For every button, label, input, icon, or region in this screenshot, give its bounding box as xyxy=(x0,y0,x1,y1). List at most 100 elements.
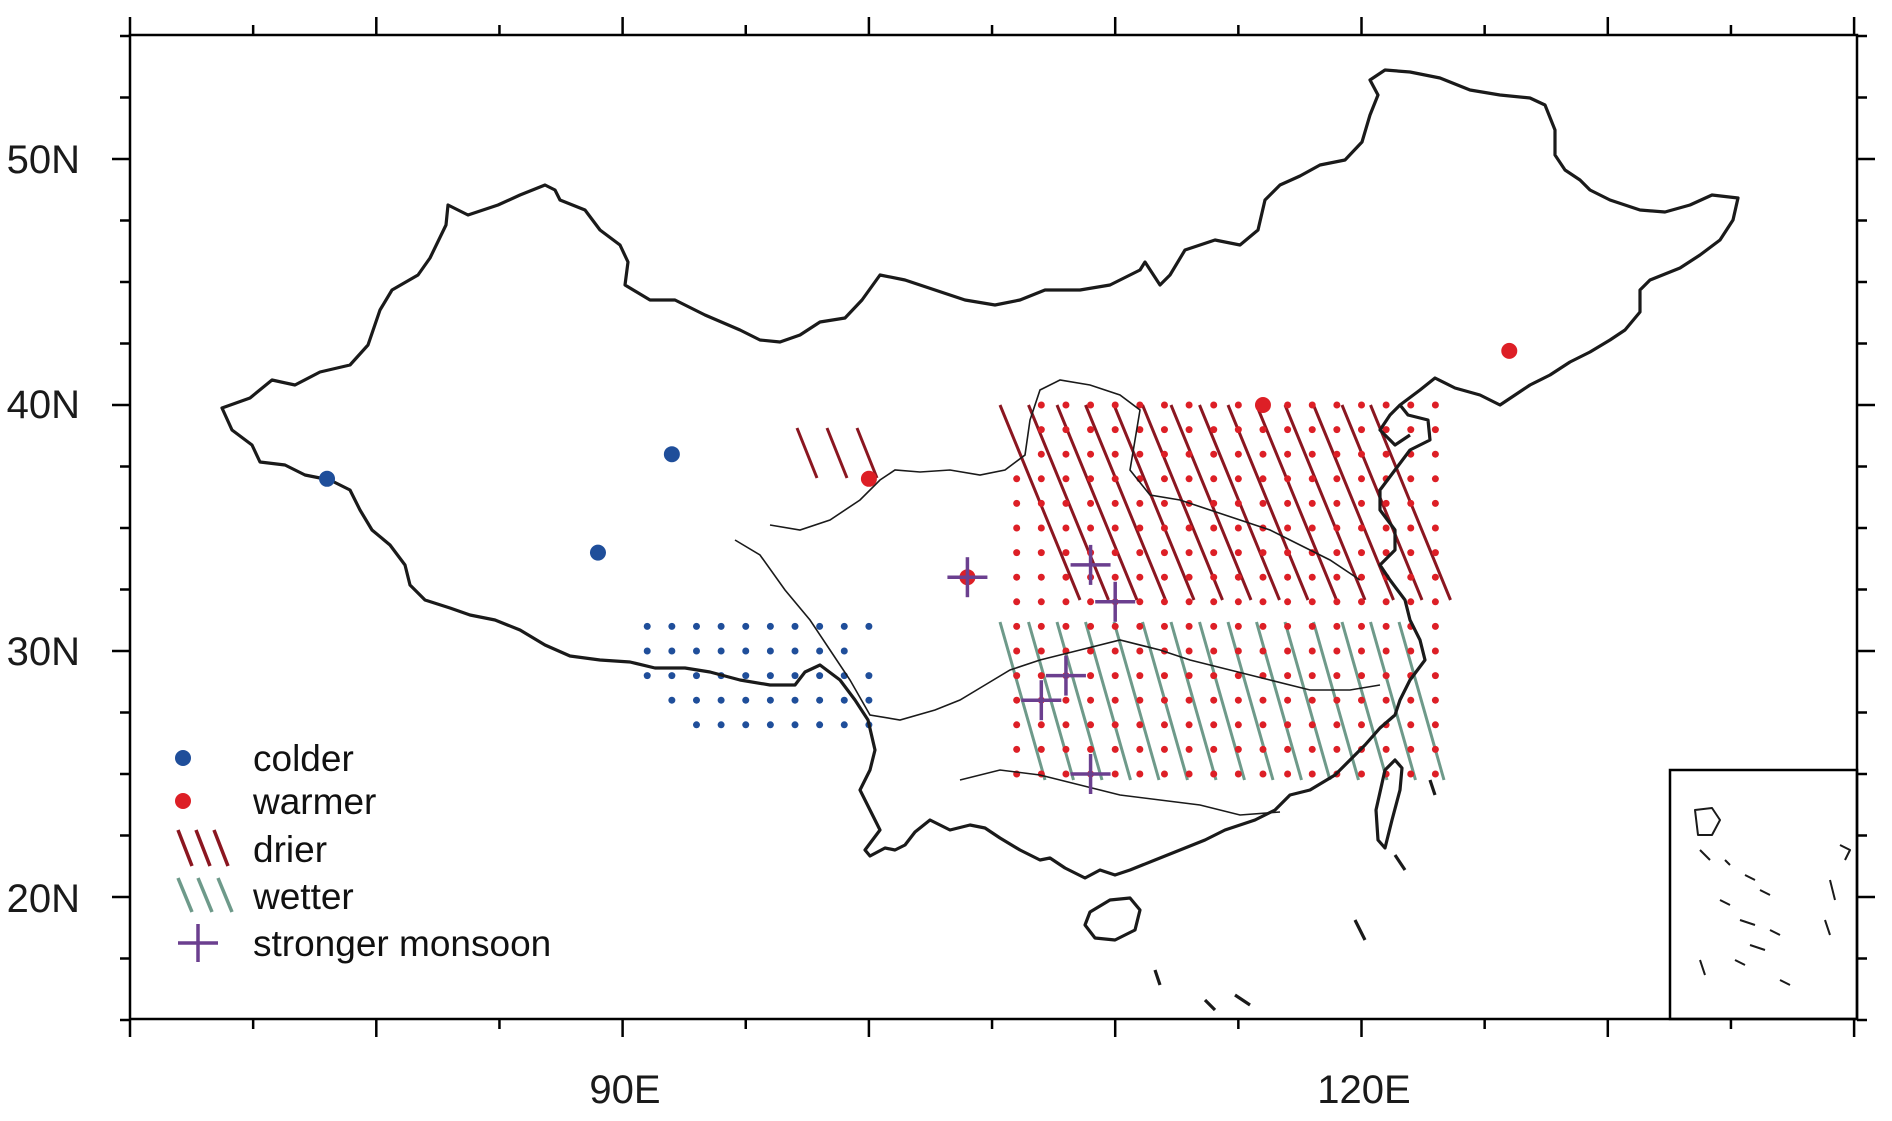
warmer-stipple xyxy=(1259,745,1267,753)
colder-stipple xyxy=(742,696,750,704)
drier-hatch-line xyxy=(1003,600,1063,620)
warmer-stipple xyxy=(1234,549,1242,557)
warmer-stipple xyxy=(1407,745,1415,753)
warmer-stipple xyxy=(1210,696,1218,704)
warmer-stipple xyxy=(1087,524,1095,532)
warmer-stipple xyxy=(1087,647,1095,655)
warmer-stipple xyxy=(1111,745,1119,753)
warmer-stipple xyxy=(1431,696,1439,704)
warmer-stipple xyxy=(1333,401,1341,409)
warmer-stipple xyxy=(1210,524,1218,532)
warmer-stipple xyxy=(1013,499,1021,507)
warmer-stipple xyxy=(1136,549,1144,557)
warmer-stipple xyxy=(1160,622,1168,630)
warmer-stipple xyxy=(1160,672,1168,680)
warmer-stipple xyxy=(1431,647,1439,655)
warmer-stipple xyxy=(1358,696,1365,704)
warmer-stipple xyxy=(1037,499,1045,507)
warmer-stipple xyxy=(1333,622,1341,630)
legend-monsoon-marker xyxy=(178,924,218,962)
warmer-stipple xyxy=(1087,450,1095,458)
colder-stipple xyxy=(692,622,700,630)
pearl-river xyxy=(959,769,1281,816)
warmer-stipple xyxy=(1431,401,1439,409)
warmer-stipple xyxy=(1160,770,1168,778)
warmer-stipple xyxy=(1037,450,1045,458)
warmer-stipple xyxy=(1382,524,1390,532)
warmer-stipple xyxy=(1062,426,1070,434)
warmer-stipple xyxy=(1333,475,1341,483)
warmer-stipple xyxy=(1259,475,1267,483)
warmer-stipple xyxy=(1210,573,1218,581)
warmer-stipple xyxy=(1358,426,1365,434)
bohai-coast xyxy=(1378,403,1411,447)
drier-hatch-line xyxy=(1084,404,1167,601)
warmer-stipple xyxy=(1431,450,1439,458)
warmer-stipple xyxy=(1160,450,1168,458)
warmer-stipple xyxy=(1431,598,1439,606)
warmer-stipple xyxy=(1234,598,1242,606)
warmer-stipple xyxy=(1284,745,1292,753)
warmer-stipple xyxy=(1333,598,1341,606)
warmer-stipple xyxy=(1284,401,1292,409)
warmer-stipple xyxy=(1333,499,1341,507)
warmer-stipple xyxy=(1037,622,1045,630)
warmer-stipple xyxy=(1062,598,1070,606)
warmer-stipple xyxy=(1259,426,1267,434)
colder-site xyxy=(589,544,606,561)
colder-site xyxy=(319,470,336,487)
warmer-stipple xyxy=(1259,573,1267,581)
legend-wetter-label: wetter xyxy=(252,876,354,917)
warmer-stipple xyxy=(1136,696,1144,704)
warmer-stipple xyxy=(1333,450,1341,458)
lat-label-20n: 20N xyxy=(7,877,80,921)
warmer-stipple xyxy=(1037,573,1045,581)
drier-hatch-line xyxy=(825,427,849,479)
warmer-stipple xyxy=(1111,450,1119,458)
warmer-stipple xyxy=(1087,426,1095,434)
warmer-stipple xyxy=(1111,401,1119,409)
lon-label-90e: 90E xyxy=(589,1068,660,1112)
hatch-layer xyxy=(643,401,1452,781)
warmer-stipple xyxy=(1431,770,1439,778)
warmer-stipple xyxy=(1210,426,1218,434)
wetter-hatch-line xyxy=(1283,621,1332,781)
warmer-stipple xyxy=(1013,598,1021,606)
colder-stipple xyxy=(668,647,676,655)
warmer-stipple xyxy=(1407,598,1415,606)
colder-site xyxy=(663,446,680,463)
warmer-stipple xyxy=(1259,770,1267,778)
warmer-stipple xyxy=(1037,549,1045,557)
warmer-stipple xyxy=(1136,426,1144,434)
warmer-stipple xyxy=(1382,499,1390,507)
warmer-stipple xyxy=(1013,721,1021,729)
colder-stipple xyxy=(668,696,676,704)
warmer-stipple xyxy=(1210,622,1218,630)
warmer-stipple xyxy=(1284,426,1292,434)
warmer-stipple xyxy=(1037,745,1045,753)
legend-colder-label: colder xyxy=(253,738,354,779)
warmer-stipple xyxy=(1234,721,1242,729)
warmer-stipple xyxy=(1037,647,1045,655)
warmer-stipple xyxy=(1308,696,1316,704)
lat-label-30n: 30N xyxy=(7,630,80,674)
wetter-hatch-line xyxy=(1369,621,1417,781)
warmer-stipple xyxy=(1136,745,1144,753)
drier-hatch-line xyxy=(1226,404,1310,601)
warmer-stipple xyxy=(1284,672,1292,680)
warmer-stipple xyxy=(1431,672,1439,680)
drier-hatch-line xyxy=(795,427,819,479)
warmer-stipple xyxy=(1234,745,1242,753)
warmer-stipple xyxy=(1382,696,1390,704)
warmer-stipple xyxy=(1210,499,1218,507)
colder-stipple xyxy=(742,622,750,630)
warmer-stipple xyxy=(1358,598,1365,606)
warmer-stipple xyxy=(1407,549,1415,557)
colder-stipple xyxy=(791,672,799,680)
warmer-stipple xyxy=(1308,573,1316,581)
warmer-stipple xyxy=(1358,450,1365,458)
warmer-stipple xyxy=(1037,721,1045,729)
warmer-stipple xyxy=(1210,401,1218,409)
warmer-site xyxy=(1501,342,1518,359)
warmer-stipple xyxy=(1284,622,1292,630)
